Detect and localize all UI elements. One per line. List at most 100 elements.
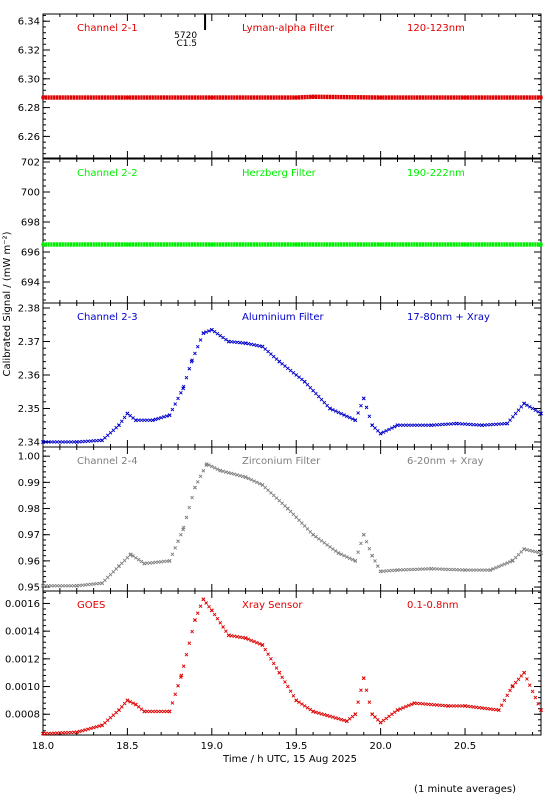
data-point bbox=[212, 466, 217, 470]
data-point bbox=[488, 568, 493, 572]
data-point bbox=[137, 242, 140, 247]
data-point bbox=[81, 242, 84, 247]
data-point bbox=[55, 95, 59, 100]
data-point bbox=[229, 471, 234, 476]
data-point bbox=[508, 560, 512, 564]
data-point bbox=[252, 95, 256, 100]
data-point bbox=[345, 242, 349, 247]
data-point bbox=[300, 377, 304, 382]
channel-label: Channel 2-2 bbox=[77, 168, 138, 179]
data-point bbox=[112, 242, 115, 247]
data-point bbox=[212, 612, 217, 617]
data-point bbox=[182, 95, 185, 100]
data-point bbox=[122, 558, 127, 563]
data-point bbox=[292, 95, 295, 100]
data-point bbox=[187, 641, 192, 645]
data-point bbox=[376, 95, 380, 100]
data-point bbox=[105, 575, 110, 580]
data-point bbox=[204, 601, 209, 605]
data-point bbox=[216, 95, 219, 100]
data-point bbox=[488, 707, 493, 711]
data-point bbox=[426, 423, 431, 428]
data-point bbox=[390, 242, 394, 247]
data-point bbox=[300, 242, 304, 247]
data-point bbox=[119, 705, 124, 709]
data-point bbox=[170, 552, 175, 557]
data-point bbox=[359, 95, 363, 100]
data-point bbox=[438, 242, 441, 247]
y-tick-label: 0.0008 bbox=[5, 710, 40, 721]
y-tick-label: 0.96 bbox=[18, 556, 40, 567]
data-point bbox=[250, 242, 253, 247]
data-point bbox=[345, 555, 349, 559]
data-point bbox=[198, 474, 203, 479]
data-point bbox=[458, 95, 461, 100]
data-point bbox=[269, 352, 273, 356]
data-point bbox=[361, 676, 366, 681]
data-point bbox=[156, 709, 161, 714]
data-point bbox=[430, 242, 433, 247]
data-point bbox=[519, 550, 524, 554]
data-point bbox=[207, 329, 211, 333]
data-point bbox=[240, 474, 245, 479]
data-point bbox=[52, 440, 57, 444]
data-point bbox=[328, 406, 332, 411]
data-point bbox=[103, 720, 107, 725]
data-point bbox=[150, 418, 155, 423]
data-point bbox=[385, 95, 388, 100]
data-point bbox=[528, 95, 531, 100]
data-point bbox=[503, 242, 506, 247]
data-point bbox=[98, 242, 101, 247]
data-point bbox=[302, 704, 307, 708]
data-point bbox=[187, 366, 192, 371]
data-point bbox=[241, 95, 244, 100]
data-point bbox=[221, 625, 225, 629]
band-label: 6-20nm + Xray bbox=[407, 456, 484, 467]
data-point bbox=[283, 680, 287, 684]
data-point bbox=[423, 423, 428, 428]
data-point bbox=[188, 242, 191, 247]
data-point bbox=[207, 242, 211, 247]
data-point bbox=[106, 95, 109, 100]
data-point bbox=[401, 95, 405, 100]
data-point bbox=[308, 529, 313, 534]
band-label: 190-222nm bbox=[407, 168, 465, 179]
data-point bbox=[95, 95, 98, 100]
data-point bbox=[539, 242, 543, 247]
data-point bbox=[331, 242, 334, 247]
data-point bbox=[314, 710, 318, 715]
data-point bbox=[164, 709, 169, 714]
data-point bbox=[143, 95, 146, 100]
data-point bbox=[278, 95, 281, 100]
data-point bbox=[353, 712, 358, 717]
data-point bbox=[522, 95, 526, 100]
data-point bbox=[461, 242, 464, 247]
data-point bbox=[398, 423, 403, 428]
channel-label: GOES bbox=[77, 600, 105, 611]
data-point bbox=[396, 95, 399, 100]
data-point bbox=[238, 473, 242, 478]
data-point bbox=[55, 583, 59, 588]
data-point bbox=[195, 344, 200, 349]
data-point bbox=[179, 532, 183, 537]
data-point bbox=[375, 717, 380, 722]
data-point bbox=[250, 95, 253, 100]
data-point bbox=[109, 95, 112, 100]
data-point bbox=[103, 435, 107, 440]
data-point bbox=[64, 95, 67, 100]
data-point bbox=[345, 414, 349, 419]
filter-label: Xray Sensor bbox=[242, 600, 303, 611]
data-point bbox=[53, 242, 56, 247]
data-point bbox=[44, 242, 48, 247]
data-point bbox=[260, 344, 265, 349]
data-point bbox=[105, 433, 110, 438]
data-point bbox=[336, 410, 341, 415]
channel-label: Channel 2-1 bbox=[77, 23, 138, 34]
data-point bbox=[190, 242, 194, 247]
data-point bbox=[354, 242, 357, 247]
data-point bbox=[215, 331, 220, 336]
data-point bbox=[91, 582, 96, 586]
data-point bbox=[246, 341, 251, 346]
data-point bbox=[52, 731, 57, 735]
data-point bbox=[294, 373, 299, 377]
